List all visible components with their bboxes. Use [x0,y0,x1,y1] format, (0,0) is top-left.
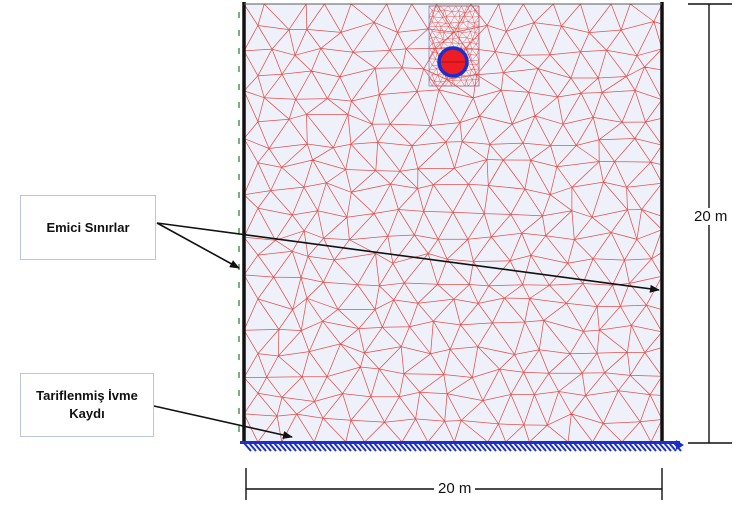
absorbing-boundaries-callout: Emici Sınırlar [20,195,156,260]
prescribed-motion-label: Tariflenmiş İvme Kaydı [36,388,138,421]
arrow-to-left-boundary [156,222,240,269]
height-dimension-label: 20 m [690,208,732,225]
width-dimension-label: 20 m [434,480,476,497]
prescribed-motion-base [240,440,684,452]
prescribed-motion-callout: Tariflenmiş İvme Kaydı [20,373,154,437]
finite-element-mesh [244,4,662,442]
arrow-to-base-motion [153,405,293,439]
absorbing-boundaries-label: Emici Sınırlar [46,219,130,235]
arrow-to-right-boundary [156,222,660,293]
